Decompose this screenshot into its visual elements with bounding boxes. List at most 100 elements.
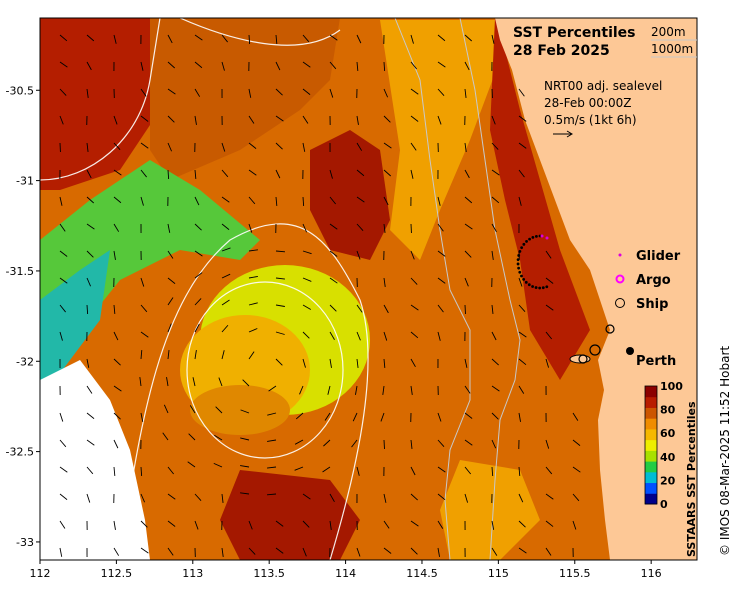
current-vector — [167, 250, 174, 259]
current-vector — [491, 547, 498, 556]
x-axis: 112 112.5 113 113.5 114 114.5 115 115.5 116 — [30, 560, 662, 580]
current-vector — [59, 304, 66, 313]
current-vector — [356, 34, 362, 44]
current-vector — [194, 169, 197, 180]
map-title-line2: 28 Feb 2025 — [513, 43, 610, 59]
current-vector — [572, 412, 579, 421]
current-vector — [189, 405, 196, 414]
current-vector — [113, 466, 116, 477]
x-tick-label: 112 — [30, 567, 51, 580]
current-vector — [221, 273, 231, 279]
current-vector — [437, 520, 444, 529]
colorbar-tick-label: 20 — [660, 474, 676, 487]
current-vector — [221, 34, 228, 43]
current-vector — [266, 493, 277, 496]
current-vector — [113, 385, 122, 392]
rottnest-island — [569, 354, 591, 364]
x-tick-label: 114 — [335, 567, 356, 580]
current-vector — [167, 115, 175, 123]
x-tick-label: 113 — [182, 567, 203, 580]
current-vector — [491, 385, 500, 392]
x-tick-label: 112.5 — [101, 567, 133, 580]
current-vector — [329, 358, 332, 368]
current-vector — [518, 304, 526, 313]
current-vector — [383, 520, 390, 529]
current-vector — [221, 247, 231, 252]
current-vector — [167, 169, 170, 180]
current-vector — [322, 466, 331, 473]
current-vector — [437, 34, 446, 42]
current-vector — [59, 547, 63, 557]
current-vector — [356, 223, 364, 231]
current-vector — [140, 331, 149, 338]
current-vector — [383, 223, 386, 233]
current-vector — [194, 196, 200, 206]
current-vector — [545, 250, 552, 259]
current-vector — [86, 358, 90, 368]
current-vector — [221, 547, 224, 557]
plot-area — [40, 18, 697, 560]
current-vector — [194, 520, 199, 530]
current-vector — [248, 34, 251, 45]
missing-data-area — [40, 360, 150, 560]
current-vector — [356, 304, 363, 313]
current-vector — [86, 412, 95, 419]
track-dot — [517, 266, 521, 270]
current-vector — [240, 492, 250, 495]
current-vector — [86, 466, 94, 475]
current-vector — [221, 223, 230, 230]
current-vector — [491, 412, 499, 420]
current-vector — [167, 277, 176, 284]
glider-markers — [540, 234, 549, 240]
track-dot — [545, 285, 549, 289]
track-dot — [518, 250, 522, 253]
current-vector — [86, 304, 89, 315]
current-vector — [240, 437, 250, 441]
x-tick-label: 113.5 — [253, 567, 285, 580]
current-vector — [140, 88, 147, 97]
current-vector — [59, 466, 68, 473]
current-vector — [491, 196, 500, 204]
current-vector — [194, 298, 202, 306]
track-dot — [538, 286, 542, 290]
colorbar-segment — [645, 418, 657, 430]
current-vector — [166, 377, 169, 387]
y-tick-label: -31.5 — [6, 265, 34, 278]
colorbar-segment — [645, 386, 657, 398]
current-vector — [113, 331, 119, 341]
current-vector — [248, 328, 258, 333]
current-vector — [518, 169, 525, 178]
current-vector — [86, 61, 92, 71]
current-vector — [572, 520, 577, 530]
current-vector — [410, 385, 413, 395]
legend-argo-label: Argo — [636, 273, 671, 288]
current-vector — [464, 223, 473, 230]
colorbar-title: SSTAARS SST Percentiles — [685, 401, 698, 557]
current-vector — [59, 223, 66, 232]
current-vector — [140, 196, 144, 206]
current-vector — [518, 466, 521, 477]
current-vector — [113, 547, 120, 556]
current-vector — [410, 277, 418, 285]
current-vector — [214, 434, 223, 441]
current-vector — [86, 439, 95, 446]
current-vector — [302, 196, 305, 207]
current-vector — [572, 493, 580, 502]
current-vector — [464, 466, 472, 475]
current-vector — [356, 196, 365, 203]
current-vector — [221, 493, 224, 503]
current-vector — [518, 277, 523, 287]
current-vector — [356, 169, 365, 177]
perth-marker-icon — [626, 347, 634, 355]
current-vector — [267, 412, 277, 416]
current-vector — [167, 142, 172, 152]
colorbar-segment — [645, 493, 657, 505]
current-vector — [518, 547, 527, 554]
sst-region-northwest-hot — [40, 18, 170, 190]
current-vector — [167, 466, 174, 475]
current-vector — [383, 493, 387, 503]
current-vector — [383, 196, 389, 206]
current-vector — [464, 169, 470, 179]
current-vector — [329, 493, 335, 503]
current-vector — [518, 331, 527, 338]
